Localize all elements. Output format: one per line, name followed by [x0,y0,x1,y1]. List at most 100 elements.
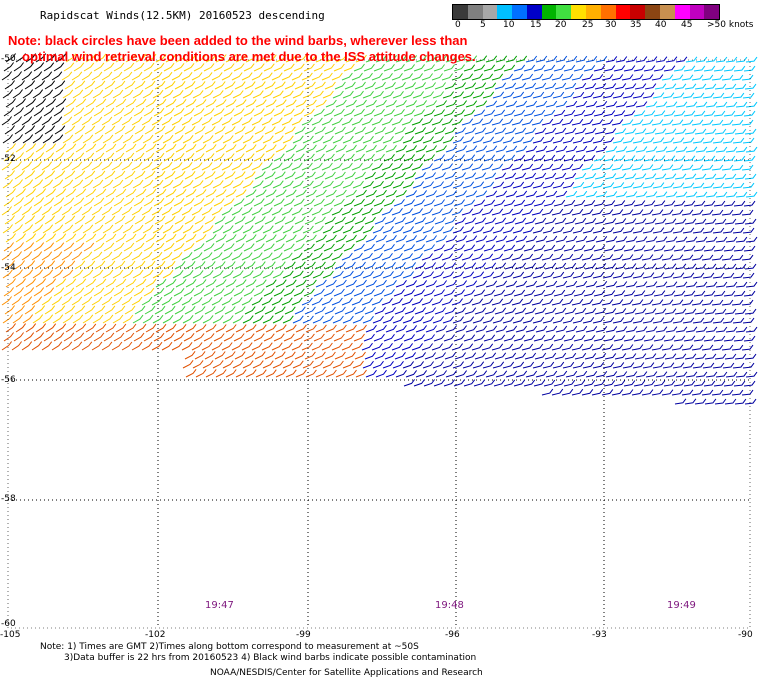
wind-barb [203,288,215,297]
wind-barb [62,269,74,279]
wind-barb [443,199,455,207]
wind-barb [625,236,638,243]
wind-barb [335,369,347,378]
wind-barb [421,73,433,81]
wind-barb [491,163,504,171]
wind-barb [271,117,283,126]
wind-barb [643,65,656,72]
wind-barb [424,217,436,225]
wind-barb [741,209,754,216]
wind-barb [531,208,544,216]
wind-barb [744,83,757,90]
wind-barb [205,99,217,108]
wind-barb [683,245,696,252]
wind-barb [341,162,353,171]
wind-barb [93,152,105,162]
wind-barb [623,155,636,162]
wind-barb [355,54,367,63]
wind-barb [112,134,124,144]
wind-barb [115,143,127,153]
wind-barb [171,207,183,216]
wind-barb [173,108,185,117]
wind-barb [422,271,434,279]
wind-barb [385,190,397,198]
wind-barb [153,62,165,72]
wind-barb [362,135,374,144]
wind-barb [364,306,376,315]
wind-barb [372,225,384,234]
wind-barb [32,269,44,279]
wind-barb [451,163,463,171]
wind-barb [141,161,153,171]
wind-barb [613,245,626,252]
wind-barb [575,280,588,288]
wind-barb [551,298,564,306]
wind-barb [722,137,735,144]
wind-barb [73,197,85,207]
wind-barb [375,99,387,108]
wind-barb [375,54,387,63]
wind-barb [24,125,36,135]
wind-barb [392,181,404,189]
wind-barb [401,118,413,126]
wind-barb [352,90,364,99]
wind-barb [143,242,155,252]
wind-barb [553,109,566,117]
wind-barb [51,71,63,81]
wind-barb [712,92,725,99]
wind-barb [441,208,453,216]
wind-barb [275,99,287,108]
time-label: 19:49 [667,600,696,611]
wind-barb [155,233,167,243]
wind-barb [675,146,688,153]
wind-barb [493,379,506,387]
wind-barb [514,352,527,360]
wind-barb [244,81,256,90]
wind-barb [391,208,403,216]
wind-barb [355,144,367,153]
wind-barb [333,243,345,252]
wind-barb [31,206,43,216]
wind-barb [5,98,16,108]
wind-barb [713,155,726,162]
wind-barb [2,179,13,189]
wind-barb [61,161,73,171]
wind-barb [655,146,668,153]
wind-barb [671,344,684,351]
wind-barb [691,119,704,126]
wind-barb [641,209,654,216]
wind-barb [225,54,237,63]
wind-barb [331,252,343,261]
wind-barb [585,236,598,243]
wind-barb [121,251,133,261]
wind-barb [351,162,363,171]
wind-barb [85,323,97,333]
wind-barb [454,217,466,225]
wind-barb [584,83,597,90]
wind-barb [35,143,47,153]
wind-barb [225,189,237,198]
wind-barb [541,253,554,261]
wind-barb [604,218,617,225]
wind-barb [194,81,206,90]
wind-barb [251,117,263,126]
wind-barb [715,371,728,378]
wind-barb [482,271,495,279]
wind-barb [681,164,694,171]
wind-barb [602,137,615,144]
wind-barb [323,108,335,117]
wind-barb [415,100,427,108]
wind-barb [204,171,216,180]
wind-barb [22,314,34,324]
wind-barb [334,81,346,90]
wind-barb [244,171,256,180]
wind-barb [412,91,424,99]
wind-barb [404,262,416,270]
wind-barb [111,71,123,81]
wind-barb [594,263,607,270]
wind-barb [345,234,357,243]
wind-barb [341,297,353,306]
wind-barb [394,127,406,135]
wind-barb [525,145,538,153]
wind-barb [593,290,606,297]
